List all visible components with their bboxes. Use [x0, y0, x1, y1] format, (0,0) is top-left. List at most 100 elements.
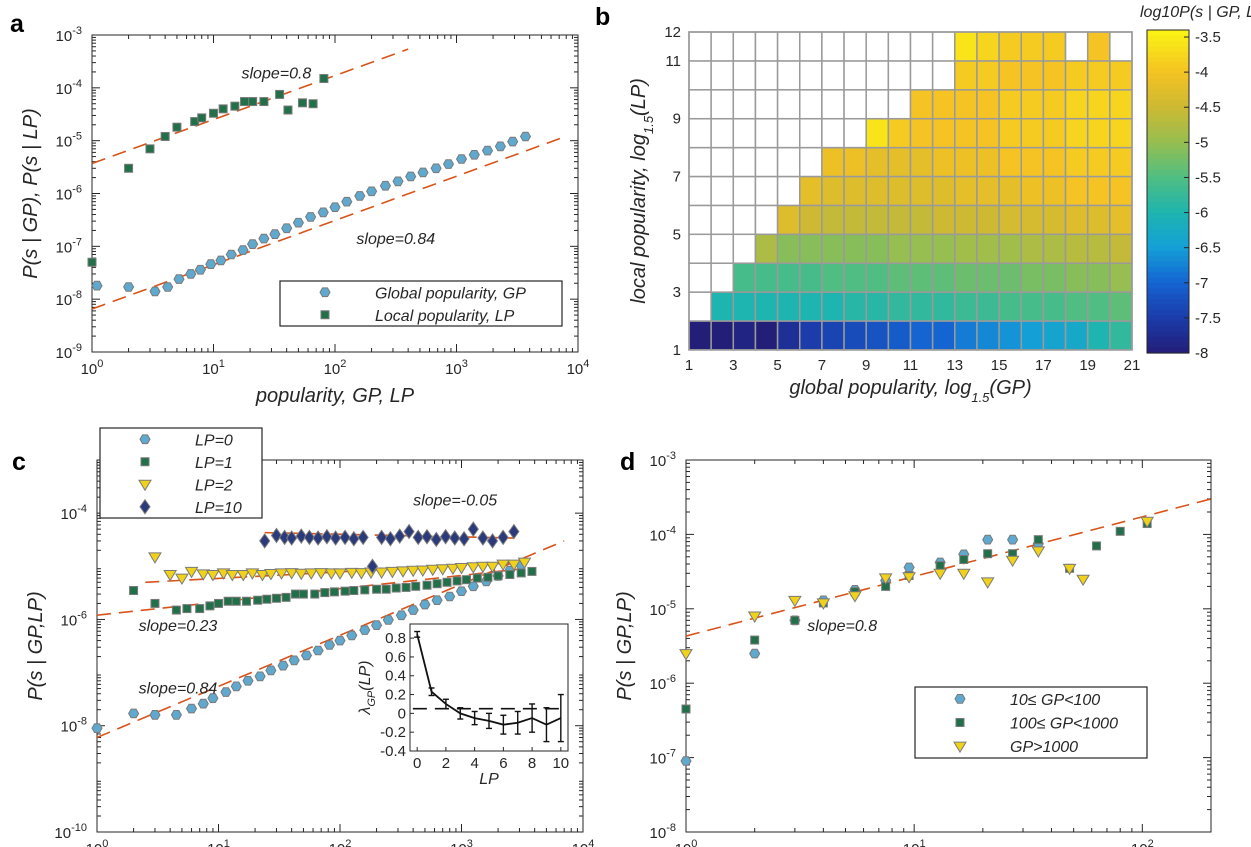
colorbar-tick-label: -5 — [1195, 134, 1208, 151]
slope-annotation: slope=0.8 — [241, 66, 311, 83]
colorbar-band — [1147, 342, 1189, 349]
colorbar-band — [1147, 153, 1189, 160]
heatmap-cell — [799, 31, 823, 62]
data-point — [87, 257, 97, 267]
heatmap-cell — [710, 291, 735, 322]
data-point — [206, 570, 220, 582]
x-tick-label: 17 — [1035, 357, 1052, 374]
colorbar-band — [1147, 309, 1189, 316]
y-tick-label: 11 — [665, 53, 681, 70]
data-point — [442, 159, 455, 169]
colorbar-band — [1147, 299, 1189, 306]
heatmap-cell — [1020, 262, 1045, 293]
colorbar-band — [1147, 191, 1189, 198]
data-point — [476, 561, 490, 574]
heatmap-cell — [732, 233, 757, 264]
data-point — [317, 207, 329, 218]
heatmap-cell — [931, 291, 956, 322]
heatmap-cell — [1020, 233, 1045, 264]
legend-entry: LP=10 — [195, 500, 242, 517]
heatmap-cell — [954, 60, 978, 91]
heatmap-cell — [976, 146, 1000, 178]
heatmap-cell — [909, 291, 934, 322]
colorbar-band — [1147, 126, 1189, 133]
data-point — [485, 561, 500, 574]
data-point — [477, 530, 489, 546]
heatmap-cell — [887, 204, 912, 236]
heatmap-cell — [976, 204, 1000, 236]
heatmap-cell — [1042, 291, 1067, 322]
heatmap-cell — [998, 117, 1022, 149]
x-tick-label: 100 — [81, 358, 104, 378]
x-axis-label: popularity, GP, LP — [255, 385, 415, 407]
y-tick-label: 10-8 — [650, 822, 676, 842]
data-point — [253, 595, 263, 605]
legend-a: Global popularity, GP Local popularity, L… — [279, 280, 563, 327]
colorbar-band — [1147, 35, 1189, 42]
colorbar-band — [1147, 169, 1189, 176]
legend-entry: LP=2 — [195, 477, 233, 494]
data-point — [150, 598, 160, 608]
heatmap-cell — [909, 204, 934, 236]
heatmap-cell — [1086, 60, 1111, 91]
heatmap-cell — [954, 233, 978, 264]
heatmap-cell — [776, 262, 801, 293]
heatmap-cell — [909, 320, 934, 351]
heatmap-cell — [865, 117, 890, 149]
data-point — [258, 233, 270, 244]
heatmap-cell — [754, 204, 779, 236]
heatmap-cell — [732, 146, 757, 178]
colorbar-band — [1147, 175, 1189, 182]
y-tick-label: 12 — [664, 24, 681, 41]
x-tick-label: 9 — [862, 357, 870, 374]
data-point — [681, 704, 691, 714]
data-point — [149, 286, 161, 297]
heatmap-cell — [909, 117, 934, 149]
y-tick-label: 10-4 — [650, 524, 676, 544]
heatmap-cell — [998, 204, 1022, 236]
heatmap-cell — [976, 89, 1000, 120]
heatmap-cell — [1109, 233, 1133, 264]
heatmap-cell — [754, 146, 779, 178]
data-point — [507, 136, 519, 147]
heatmap-cell — [1064, 146, 1089, 178]
heatmap-cell — [732, 117, 757, 149]
colorbar-band — [1147, 331, 1189, 338]
heatmap-cell — [710, 146, 735, 178]
data-point — [182, 604, 192, 614]
heatmap-cell — [998, 146, 1022, 178]
data-point — [175, 573, 189, 586]
heatmap-cell — [998, 262, 1022, 293]
data-point — [308, 99, 318, 109]
y-tick-label: 10-8 — [61, 716, 87, 736]
data-point — [145, 144, 155, 154]
data-point — [401, 582, 411, 592]
colorbar-band — [1147, 320, 1189, 327]
data-point — [304, 568, 319, 580]
data-point — [242, 676, 254, 686]
heatmap-cell — [865, 291, 890, 322]
colorbar-band — [1147, 62, 1189, 69]
y-axis-label: P(s | GP,LP) — [614, 591, 636, 700]
heatmap-cell — [710, 233, 735, 264]
data-point — [375, 529, 388, 546]
data-point — [468, 150, 480, 160]
data-point — [366, 186, 378, 197]
data-point — [184, 566, 199, 579]
heatmap-cell — [976, 117, 1000, 149]
data-point — [349, 586, 359, 596]
data-point — [516, 568, 526, 578]
heatmap-cell — [887, 233, 912, 264]
data-point — [366, 558, 379, 575]
heatmap-cell — [843, 60, 867, 91]
data-point — [382, 615, 394, 625]
heatmap-cell — [732, 60, 757, 91]
data-point — [419, 599, 431, 610]
heatmap-cell — [688, 117, 712, 149]
x-tick-label: 100 — [675, 838, 698, 847]
heatmap-cell — [1020, 60, 1045, 91]
data-point — [446, 563, 460, 576]
data-point — [425, 564, 440, 577]
x-tick-label: 100 — [86, 838, 109, 847]
